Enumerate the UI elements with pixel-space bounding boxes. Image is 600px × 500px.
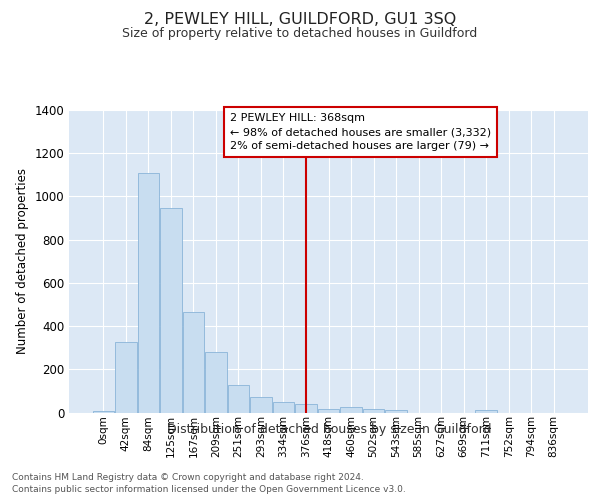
Bar	[385, 410, 407, 412]
Bar	[475, 410, 497, 412]
Bar	[182, 312, 204, 412]
Text: Contains public sector information licensed under the Open Government Licence v3: Contains public sector information licen…	[12, 485, 406, 494]
Text: Distribution of detached houses by size in Guildford: Distribution of detached houses by size …	[167, 422, 491, 436]
Y-axis label: Number of detached properties: Number of detached properties	[16, 168, 29, 354]
Text: Contains HM Land Registry data © Crown copyright and database right 2024.: Contains HM Land Registry data © Crown c…	[12, 472, 364, 482]
Bar	[115, 342, 137, 412]
Text: 2, PEWLEY HILL, GUILDFORD, GU1 3SQ: 2, PEWLEY HILL, GUILDFORD, GU1 3SQ	[144, 12, 456, 28]
Bar	[137, 172, 159, 412]
Bar	[340, 407, 362, 412]
Bar	[273, 402, 294, 412]
Text: 2 PEWLEY HILL: 368sqm
← 98% of detached houses are smaller (3,332)
2% of semi-de: 2 PEWLEY HILL: 368sqm ← 98% of detached …	[230, 113, 491, 151]
Bar	[205, 352, 227, 412]
Bar	[92, 411, 114, 412]
Bar	[160, 208, 182, 412]
Bar	[295, 404, 317, 412]
Bar	[363, 408, 384, 412]
Text: Size of property relative to detached houses in Guildford: Size of property relative to detached ho…	[122, 28, 478, 40]
Bar	[250, 398, 272, 412]
Bar	[228, 386, 249, 412]
Bar	[318, 408, 339, 412]
